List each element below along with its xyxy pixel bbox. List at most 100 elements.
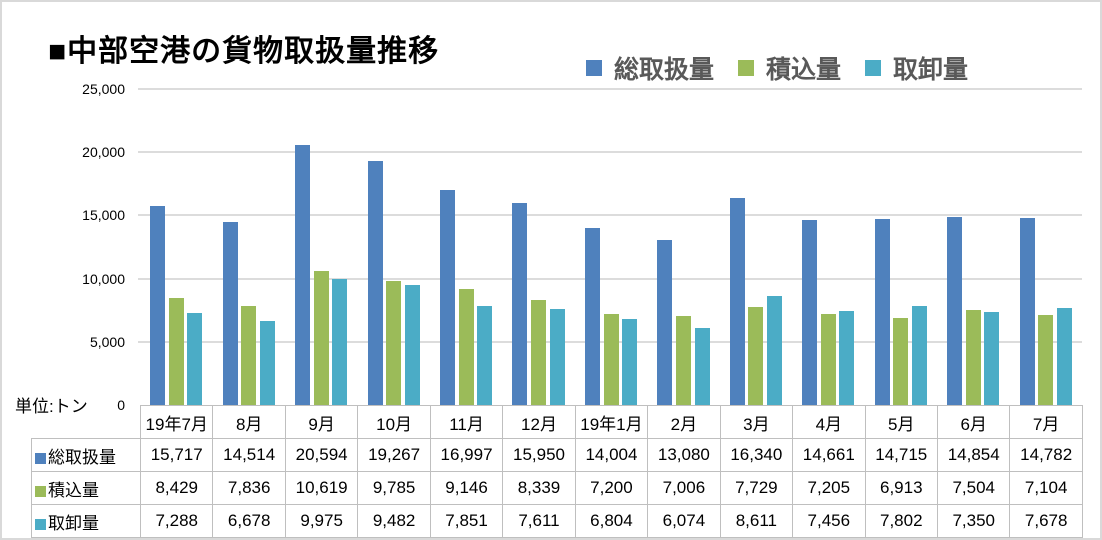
bar-total-3月 [729,198,745,405]
bar-total-19年7月 [150,206,166,405]
bar-total-6月 [947,217,963,405]
column-header-2月: 2月 [647,405,721,439]
cell-unloading-12月: 7,611 [502,504,576,538]
bar-loading-19年7月 [168,298,184,405]
bar-unloading-10月 [404,285,420,405]
legend-item-unloading: 取卸量 [865,50,968,86]
cell-total-19年7月: 15,717 [139,438,214,472]
column-header-9月: 9月 [284,405,359,439]
bar-loading-10月 [386,281,402,405]
cell-unloading-6月: 7,350 [936,504,1011,538]
cell-loading-5月: 6,913 [864,471,938,505]
table-corner-cell [32,406,141,439]
y-tick-label-15000: 15,000 [82,207,125,224]
bar-total-12月 [512,203,528,405]
row-swatch-total [35,452,46,464]
bar-unloading-7月 [1056,307,1072,405]
bar-loading-7月 [1038,315,1054,405]
cell-unloading-2月: 6,074 [647,504,721,538]
cell-loading-12月: 8,339 [502,471,576,505]
plot-area [138,88,1082,405]
bar-loading-19年1月 [603,314,619,405]
bar-total-11月 [439,190,455,405]
unit-label: 単位:トン [15,397,88,416]
cell-loading-11月: 9,146 [429,471,504,505]
cell-total-9月: 20,594 [284,438,359,472]
chart-legend: 総取扱量 積込量 取卸量 [586,50,968,86]
column-header-4月: 4月 [792,405,866,439]
column-header-5月: 5月 [864,405,938,439]
bar-loading-9月 [313,270,329,405]
bar-loading-3月 [748,307,764,405]
column-header-19年1月: 19年1月 [574,405,649,439]
cell-loading-10月: 9,785 [357,471,431,505]
cell-total-2月: 13,080 [647,438,721,472]
bar-unloading-9月 [332,278,348,405]
row-label-total: 総取扱量 [48,447,116,467]
cell-total-7月: 14,782 [1009,438,1083,472]
cell-unloading-11月: 7,851 [429,504,504,538]
column-header-12月: 12月 [502,405,576,439]
cell-loading-7月: 7,104 [1009,471,1083,505]
bar-total-7月 [1019,218,1035,405]
bar-loading-6月 [965,310,981,405]
row-label-unloading: 取卸量 [48,513,99,533]
cell-total-19年1月: 14,004 [574,438,649,472]
y-tick-label-0: 0 [117,397,125,413]
row-label-loading: 積込量 [48,480,99,500]
cell-unloading-9月: 9,975 [284,504,359,538]
row-swatch-unloading [35,518,46,530]
bar-loading-5月 [893,317,909,405]
cell-loading-19年1月: 7,200 [574,471,649,505]
cell-unloading-5月: 7,802 [864,504,938,538]
table-row-loading: 積込量 8,429 7,836 10,619 9,785 9,146 8,339 7,200 7… [31,471,1083,505]
cell-total-6月: 14,854 [936,438,1011,472]
chart-title: ■中部空港の貨物取扱量推移 [48,35,440,68]
gridline-10000 [138,277,1082,280]
bar-unloading-6月 [984,312,1000,405]
cell-unloading-10月: 9,482 [357,504,431,538]
cell-loading-9月: 10,619 [284,471,359,505]
cell-unloading-19年7月: 7,288 [139,504,214,538]
bar-total-10月 [367,161,383,405]
column-header-8月: 8月 [212,405,286,439]
y-tick-label-20000: 20,000 [82,144,125,161]
legend-swatch-loading [738,60,755,76]
bar-unloading-12月 [549,308,565,405]
bar-unloading-19年1月 [622,319,638,405]
cell-total-8月: 14,514 [212,438,286,472]
cell-loading-8月: 7,836 [212,471,286,505]
y-axis: 25,000 20,000 15,000 10,000 5,000 0 [2,81,125,413]
table-row-unloading: 取卸量 7,288 6,678 9,975 9,482 7,851 7,611 6,804 6,… [31,504,1083,538]
cell-unloading-8月: 6,678 [212,504,286,538]
cell-loading-3月: 7,729 [719,471,794,505]
cell-total-3月: 16,340 [719,438,794,472]
bar-loading-4月 [820,313,836,405]
cell-loading-4月: 7,205 [792,471,866,505]
row-header-loading: 積込量 [31,471,141,505]
bar-loading-11月 [458,289,474,405]
bar-loading-12月 [531,299,547,405]
gridline-20000 [138,151,1082,154]
cell-unloading-3月: 8,611 [719,504,794,538]
bar-loading-8月 [241,305,257,405]
cell-unloading-4月: 7,456 [792,504,866,538]
column-header-7月: 7月 [1009,405,1083,439]
gridline-25000 [138,88,1082,90]
cell-unloading-7月: 7,678 [1009,504,1083,538]
cell-total-12月: 15,950 [502,438,576,472]
cell-total-10月: 19,267 [357,438,431,472]
cell-total-4月: 14,661 [792,438,866,472]
bar-unloading-5月 [911,306,927,405]
row-header-unloading: 取卸量 [31,504,141,538]
y-tick-label-25000: 25,000 [82,81,125,97]
table-header-row: 19年7月 8月 9月 10月 11月 12月 19年1月 2月 3月 4月 5月 6月 7月 [32,405,1083,439]
legend-item-total: 総取扱量 [586,50,714,86]
gridline-15000 [138,214,1082,217]
bar-total-2月 [657,239,673,405]
y-tick-label-5000: 5,000 [89,333,125,350]
bar-total-5月 [874,219,890,405]
table-row-total: 総取扱量 15,717 14,514 20,594 19,267 16,997 15,950… [31,438,1083,472]
cell-loading-19年7月: 8,429 [139,471,214,505]
